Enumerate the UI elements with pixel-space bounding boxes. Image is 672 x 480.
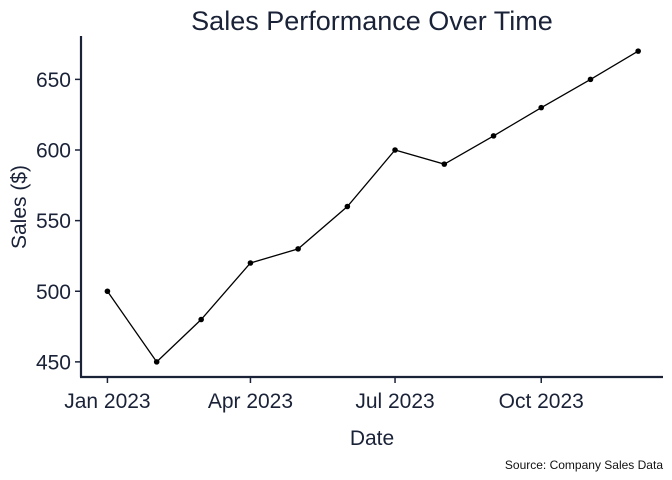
series-line (106, 50, 639, 363)
data-point (587, 76, 594, 83)
y-tick-label: 650 (36, 69, 71, 92)
y-tick-label: 500 (36, 281, 71, 304)
y-axis-title: Sales ($) (8, 165, 31, 249)
chart-caption: Source: Company Sales Data (505, 458, 663, 472)
data-point (490, 133, 497, 139)
data-point (441, 161, 448, 167)
data-point (247, 260, 254, 266)
data-point (153, 359, 160, 365)
x-tick-label: Apr 2023 (208, 390, 293, 413)
y-tick-label: 450 (36, 351, 71, 374)
data-point (538, 104, 545, 111)
data-point (392, 147, 398, 153)
y-tick-label: 600 (36, 140, 71, 163)
data-points (104, 48, 641, 365)
y-tick-label: 550 (36, 210, 71, 233)
x-axis-title: Date (350, 427, 394, 450)
data-point (198, 316, 204, 323)
x-tick-label: Oct 2023 (499, 390, 584, 413)
x-tick-label: Jul 2023 (355, 390, 434, 413)
data-point (104, 288, 111, 295)
x-axis-ticks: Jan 2023 Apr 2023 Jul 2023 Oct 2023 (64, 377, 584, 413)
data-point (344, 203, 351, 210)
data-point (635, 48, 641, 54)
y-axis-ticks: 450 500 550 600 650 (36, 69, 81, 374)
chart-title: Sales Performance Over Time (191, 6, 553, 36)
data-point (295, 246, 301, 252)
x-tick-label: Jan 2023 (64, 390, 150, 413)
